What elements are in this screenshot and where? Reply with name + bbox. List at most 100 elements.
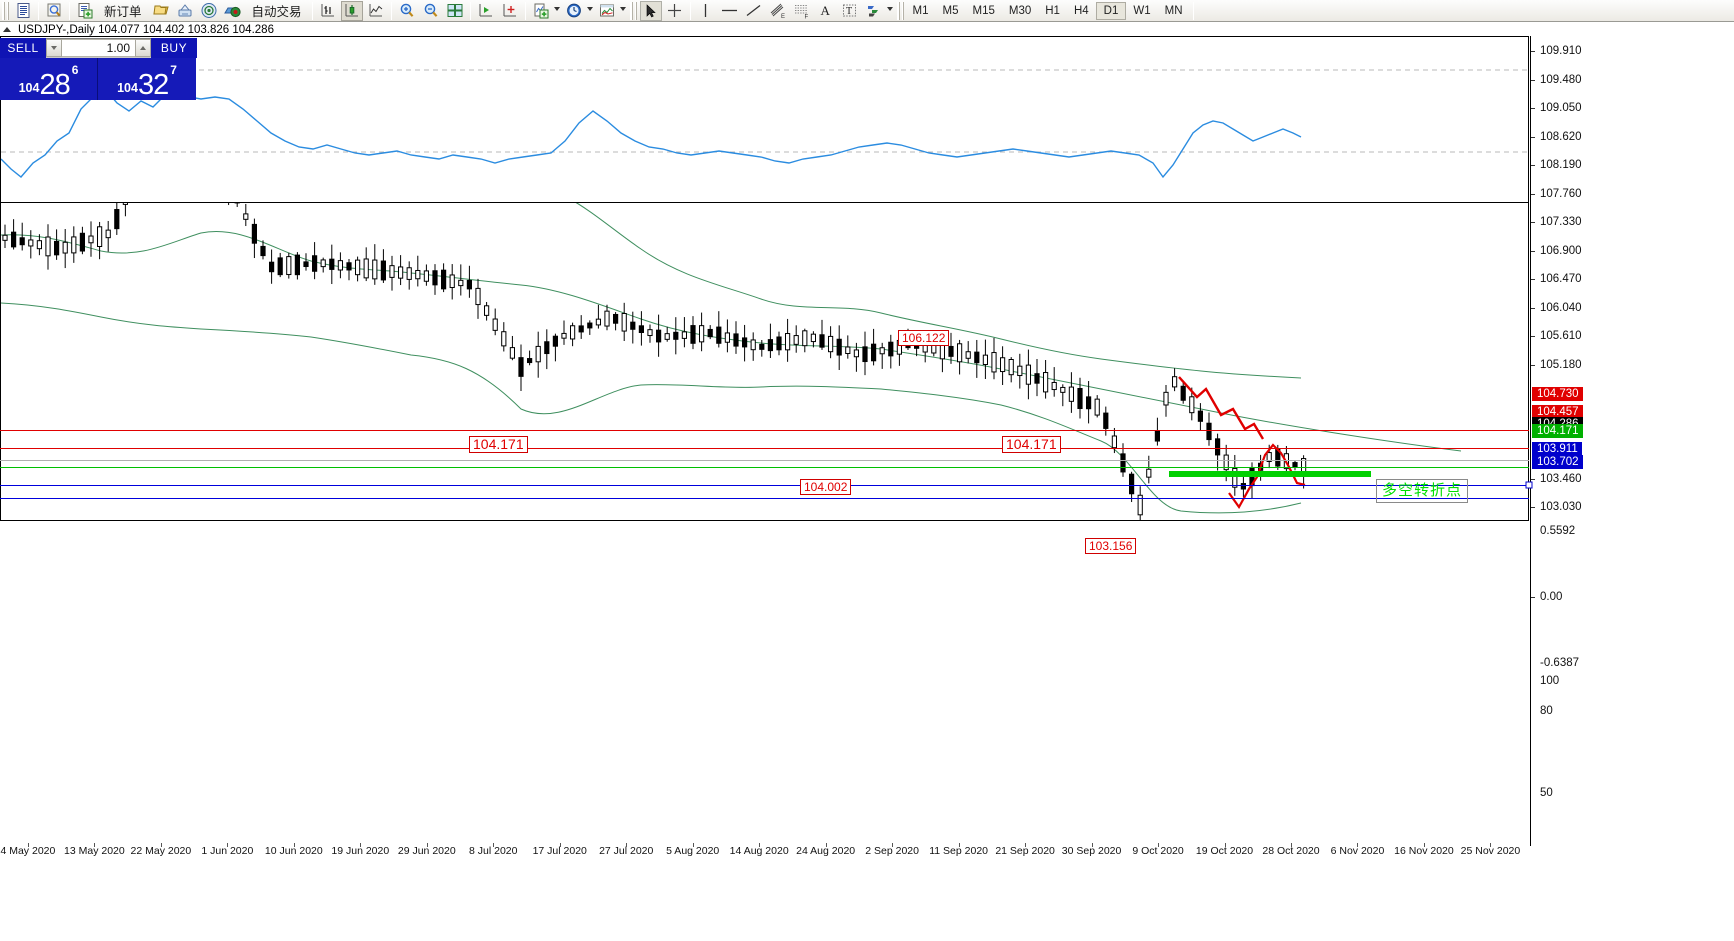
text-label-icon[interactable]: T <box>839 1 861 21</box>
fibonacci-icon[interactable]: F <box>791 1 813 21</box>
rsi-pane[interactable]: RSI(14) 48.0887 <box>0 36 1529 203</box>
date-tick-16 <box>1091 843 1093 847</box>
period-clock-icon[interactable] <box>563 1 585 21</box>
one-click-trading-panel[interactable]: SELL 1.00 BUY 104 28 6 104 32 7 <box>0 38 197 100</box>
crosshair-icon[interactable] <box>664 1 686 21</box>
date-tick-4 <box>293 843 295 847</box>
date-tick-8 <box>559 843 561 847</box>
toolbar-separator <box>311 1 313 20</box>
sell-price-display[interactable]: 104 28 6 <box>0 58 98 100</box>
save-icon[interactable] <box>174 1 196 21</box>
annotation-104-002[interactable]: 104.002 <box>800 479 852 495</box>
timeframe-m30[interactable]: M30 <box>1008 4 1032 17</box>
new-order-icon[interactable] <box>74 1 96 21</box>
price-axis[interactable]: 109.910 109.480 109.050 108.620 108.190 107.7… <box>1530 36 1734 846</box>
zoom-out-icon[interactable] <box>420 1 442 21</box>
sell-price-fraction: 6 <box>71 63 79 77</box>
equidistant-channel-icon[interactable]: E <box>767 1 789 21</box>
toolbar-grip[interactable] <box>2 1 9 20</box>
line-chart-icon[interactable] <box>365 1 387 21</box>
volume-input[interactable]: 1.00 <box>62 39 135 57</box>
date-label-3: 1 Jun 2020 <box>201 845 254 857</box>
volume-decrease-button[interactable] <box>46 39 62 57</box>
date-label-6: 29 Jun 2020 <box>397 845 456 857</box>
annotation-104-171-left[interactable]: 104.171 <box>469 436 528 453</box>
rsi-tick-50: 50 <box>1540 787 1553 799</box>
timeframe-m15[interactable]: M15 <box>972 4 995 17</box>
chevron-down-icon[interactable] <box>886 6 895 15</box>
level-line-handle[interactable] <box>1525 481 1533 489</box>
bar-chart-icon[interactable] <box>317 1 339 21</box>
rsi-tick-80: 80 <box>1540 705 1553 717</box>
toolbar-grip[interactable] <box>896 1 904 20</box>
sell-button[interactable]: SELL <box>0 38 46 58</box>
text-icon[interactable]: A <box>815 1 837 21</box>
timeframe-mn[interactable]: MN <box>1164 4 1183 17</box>
trendline-icon[interactable] <box>743 1 765 21</box>
level-line-resistance[interactable] <box>0 448 1529 450</box>
chevron-down-icon[interactable] <box>553 6 562 15</box>
autotrading-icon[interactable] <box>222 1 244 21</box>
annotation-104-171-right[interactable]: 104.171 <box>1002 436 1061 453</box>
annotation-turning-point[interactable]: 多空转折点 <box>1376 479 1469 503</box>
price-tag-resistance[interactable]: 104.457 <box>1532 405 1583 420</box>
annotation-106-122[interactable]: 106.122 <box>898 330 950 346</box>
chevron-down-icon[interactable] <box>619 6 628 15</box>
price-tick-103-030: 103.030 <box>1531 501 1582 513</box>
annotation-103-156[interactable]: 103.156 <box>1085 538 1137 554</box>
buy-button[interactable]: BUY <box>151 38 197 58</box>
toolbar-grip[interactable] <box>629 1 637 20</box>
level-line-resistance[interactable] <box>0 430 1529 432</box>
date-label-17: 9 Oct 2020 <box>1132 845 1184 857</box>
date-tick-12 <box>825 843 827 847</box>
timeframe-h1[interactable]: H1 <box>1045 4 1060 17</box>
vertical-line-icon[interactable] <box>695 1 717 21</box>
search-icon[interactable] <box>43 1 65 21</box>
tile-windows-icon[interactable] <box>444 1 466 21</box>
new-order-label[interactable]: 新订单 <box>104 5 142 19</box>
toolbar-separator <box>38 1 39 20</box>
level-line-support[interactable] <box>0 467 1529 469</box>
templates-icon[interactable] <box>596 1 618 21</box>
date-label-12: 24 Aug 2020 <box>796 845 856 857</box>
date-label-14: 11 Sep 2020 <box>929 845 988 857</box>
level-line-pivot[interactable] <box>0 484 1529 486</box>
date-label-8: 17 Jul 2020 <box>532 845 587 857</box>
add-indicator-icon[interactable] <box>530 1 552 21</box>
price-tag-support[interactable]: 104.171 <box>1532 424 1583 439</box>
price-tag-pivot[interactable]: 103.911 <box>1532 441 1582 456</box>
chart-area[interactable]: MACD(12,26,9) -0.1459 -0.1842 RSI(14) 48… <box>0 36 1734 941</box>
volume-increase-button[interactable] <box>135 39 151 57</box>
chevron-down-icon[interactable] <box>586 6 595 15</box>
timeframe-h4[interactable]: H4 <box>1073 4 1089 17</box>
date-label-11: 14 Aug 2020 <box>729 845 789 857</box>
timeframe-w1[interactable]: W1 <box>1133 4 1151 17</box>
timeframe-m5[interactable]: M5 <box>942 4 959 17</box>
candlestick-chart-icon[interactable] <box>340 0 363 21</box>
cursor-icon[interactable] <box>639 0 662 21</box>
open-file-icon[interactable] <box>150 1 172 21</box>
sell-price-big-figure: 104 <box>18 81 40 95</box>
level-line-support[interactable] <box>0 498 1529 500</box>
price-tag-support[interactable]: 103.702 <box>1532 455 1583 470</box>
price-tag-resistance[interactable]: 104.730 <box>1532 387 1583 402</box>
level-line-current-bid[interactable] <box>0 459 1529 461</box>
signal-icon[interactable] <box>198 1 220 21</box>
price-tick-106-900: 106.900 <box>1531 245 1582 257</box>
timeframe-m1[interactable]: M1 <box>912 4 929 17</box>
date-tick-14 <box>958 843 960 847</box>
new-chart-icon[interactable] <box>12 1 34 21</box>
toolbar-separator <box>1192 1 1194 20</box>
volume-stepper[interactable]: 1.00 <box>46 38 151 58</box>
autoscroll-icon[interactable] <box>499 1 521 21</box>
timeframe-d1[interactable]: D1 <box>1095 1 1127 20</box>
date-tick-19 <box>1291 843 1292 847</box>
time-axis[interactable]: 4 May 2020 13 May 2020 22 May 2020 1 Jun 20… <box>0 843 1529 861</box>
objects-list-icon[interactable] <box>863 1 885 21</box>
date-label-5: 19 Jun 2020 <box>331 845 390 857</box>
shift-end-icon[interactable] <box>475 1 497 21</box>
autotrading-label[interactable]: 自动交易 <box>251 5 302 19</box>
buy-price-display[interactable]: 104 32 7 <box>98 58 196 100</box>
zoom-in-icon[interactable] <box>396 1 418 21</box>
horizontal-line-icon[interactable] <box>719 1 741 21</box>
